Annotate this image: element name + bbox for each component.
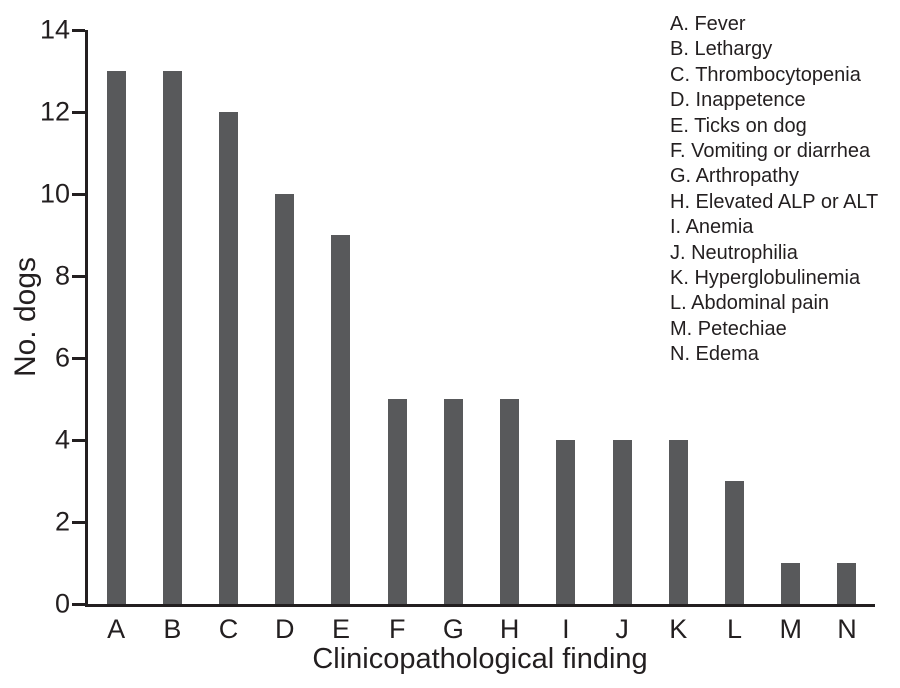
- bar-slot-L: [706, 30, 762, 604]
- y-tick-mark: [72, 28, 85, 32]
- legend-item: A. Fever: [670, 13, 746, 35]
- legend-item: I. Anemia: [670, 216, 754, 239]
- legend-item: E. Ticks on dog: [670, 114, 807, 137]
- y-axis-title: No. dogs: [9, 256, 42, 378]
- x-tick-label-L: L: [727, 614, 743, 644]
- legend-item: B. Lethargy: [670, 38, 773, 61]
- x-tick-label-I: I: [562, 614, 570, 644]
- bar-H: [500, 399, 520, 604]
- y-tick-mark: [72, 602, 85, 606]
- bar-slot-F: [369, 30, 425, 604]
- x-tick-label-H: H: [499, 614, 520, 644]
- y-tick-mark: [72, 192, 85, 196]
- bar-slot-C: [200, 30, 256, 604]
- x-tick-label-G: G: [442, 614, 464, 644]
- bar-M: [781, 563, 801, 604]
- y-tick-mark: [72, 356, 85, 360]
- x-tick-label-C: C: [218, 614, 239, 644]
- x-tick-label-E: E: [331, 614, 350, 644]
- y-tick-mark: [72, 274, 85, 278]
- y-tick-mark: [72, 520, 85, 524]
- x-tick-label-F: F: [388, 614, 406, 644]
- x-tick-label-K: K: [669, 614, 688, 644]
- legend-item: C. Thrombocytopenia: [670, 63, 861, 86]
- legend: A. Fever B. Lethargy C. Thrombocytopenia D.…: [670, 12, 878, 368]
- bar-slot-I: [538, 30, 594, 604]
- bar-slot-H: [482, 30, 538, 604]
- y-tick-label: 12: [39, 96, 70, 127]
- bar-J: [612, 440, 632, 604]
- bar-A: [106, 71, 126, 604]
- x-tick-label-N: N: [837, 614, 857, 644]
- bar-G: [443, 399, 463, 604]
- bar-slot-N: [819, 30, 875, 604]
- bar-K: [668, 440, 688, 604]
- y-tick-label: 6: [54, 342, 70, 373]
- y-tick-label: 0: [54, 588, 70, 619]
- legend-item: D. Inappetence: [670, 89, 806, 112]
- bar-slot-K: [650, 30, 706, 604]
- bar-B: [162, 71, 182, 604]
- bar-slot-D: [257, 30, 313, 604]
- bar-slot-B: [144, 30, 200, 604]
- bar-E: [331, 235, 351, 604]
- bar-F: [387, 399, 407, 604]
- y-tick-mark: [72, 438, 85, 442]
- y-tick-label: 10: [39, 178, 70, 209]
- y-tick-label: 4: [54, 424, 70, 455]
- x-tick-label-J: J: [615, 614, 629, 644]
- bar-slot-A: [88, 30, 144, 604]
- legend-item: N. Edema: [670, 343, 759, 366]
- bar-D: [275, 194, 295, 604]
- x-tick-label-D: D: [275, 614, 295, 644]
- y-tick-label: 2: [54, 506, 70, 537]
- bar-I: [556, 440, 576, 604]
- legend-item: G. Arthropathy: [670, 165, 799, 188]
- bar-slot-G: [425, 30, 481, 604]
- bar-N: [837, 563, 857, 604]
- legend-item: J. Neutrophilia: [670, 241, 798, 264]
- legend-item: H. Elevated ALP or ALT: [670, 190, 879, 213]
- bars-container: [88, 30, 875, 604]
- bar-slot-E: [313, 30, 369, 604]
- x-tick-label-B: B: [163, 614, 182, 644]
- bar-slot-J: [594, 30, 650, 604]
- bar-C: [219, 112, 239, 604]
- x-axis-title: Clinicopathological finding: [312, 643, 648, 675]
- x-tick-label-M: M: [779, 614, 802, 644]
- legend-item: K. Hyperglobulinemia: [670, 267, 861, 290]
- bar-slot-M: [763, 30, 819, 604]
- legend-item: L. Abdominal pain: [670, 292, 830, 315]
- legend-item: F. Vomiting or diarrhea: [670, 140, 871, 163]
- x-axis-labels: A B C D E F G H I J K L M N: [88, 612, 875, 646]
- x-tick-label-A: A: [107, 614, 126, 644]
- legend-item: M. Petechiae: [670, 317, 787, 340]
- y-tick-mark: [72, 110, 85, 114]
- bar-L: [725, 481, 745, 604]
- y-tick-label: 14: [39, 14, 70, 45]
- y-tick-label: 8: [54, 260, 70, 291]
